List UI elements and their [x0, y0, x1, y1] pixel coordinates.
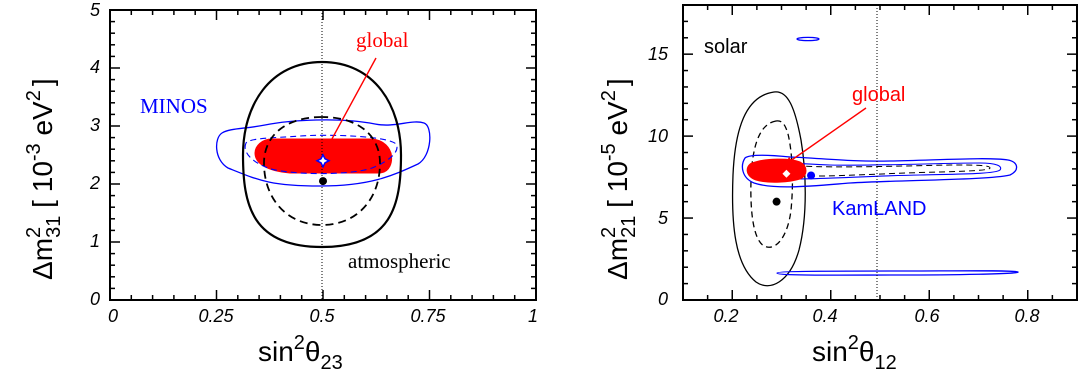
- right-x-tick-label: 0.6: [914, 306, 940, 326]
- left-y-tick-label: 1: [90, 231, 100, 251]
- global-best-fit-point: [782, 169, 791, 178]
- right-solar-outer: [731, 91, 806, 287]
- left-y-axis-label: Δm231 [ 10-3 eV2]: [23, 78, 65, 280]
- right-x-tick-label: 0.8: [1014, 306, 1039, 326]
- right-solar-inner: [750, 120, 794, 248]
- left-minos-label: MINOS: [140, 94, 208, 118]
- solar-best-fit-point: [772, 197, 781, 206]
- right-y-tick-label: 0: [658, 289, 668, 309]
- right-global-arrow: [785, 107, 867, 165]
- kamland-best-fit-point: [807, 171, 816, 180]
- right-y-tick-labels: 0 5 10 15: [648, 44, 669, 309]
- atmospheric-best-fit-point: [319, 177, 327, 186]
- right-panel: 0.2 0.4 0.6 0.8 0 5 10 15 solar global K…: [598, 4, 1078, 374]
- left-minos-inner: [244, 134, 398, 175]
- right-kamland-island-top: [796, 36, 820, 42]
- right-x-tick-label: 0.2: [713, 306, 738, 326]
- left-x-axis-label: sin2θ23: [258, 332, 343, 374]
- global-best-fit-point: [315, 153, 331, 169]
- right-x-tick-label: 0.4: [812, 306, 837, 326]
- left-global-arrowhead: [327, 139, 334, 150]
- right-kamland-island-bottom: [776, 270, 1019, 276]
- right-tick-marks: [682, 4, 1078, 301]
- left-y-tick-label: 2: [89, 173, 100, 193]
- right-x-tick-labels: 0.2 0.4 0.6 0.8: [713, 306, 1039, 326]
- right-global-label: global: [852, 84, 905, 106]
- right-best-fit-points: [772, 169, 816, 206]
- right-kamland-outer: [741, 154, 1018, 188]
- left-atmospheric-inner: [263, 116, 381, 226]
- left-x-tick-label: 0.5: [309, 306, 335, 326]
- left-x-tick-label: 1: [528, 306, 538, 326]
- left-x-tick-label: 0.25: [198, 306, 234, 326]
- left-x-tick-label: 0.75: [410, 306, 446, 326]
- left-y-tick-label: 5: [90, 0, 101, 20]
- left-global-label: global: [356, 28, 409, 52]
- left-y-tick-label: 3: [90, 115, 100, 135]
- right-solar-label: solar: [704, 36, 748, 58]
- right-global-region: [746, 158, 807, 183]
- right-kamland-label: KamLAND: [832, 198, 926, 220]
- right-y-tick-label: 5: [658, 208, 669, 228]
- right-y-tick-label: 15: [648, 44, 669, 64]
- left-panel: 0 0.25 0.5 0.75 1 0 1 2 3 4 5 global MIN…: [23, 0, 538, 374]
- left-global-arrow: [326, 57, 377, 149]
- left-y-tick-label: 4: [90, 57, 100, 77]
- right-y-axis-label: Δm221 [ 10-5 eV2]: [598, 78, 640, 280]
- left-best-fit-points: [315, 153, 331, 186]
- left-tick-marks: [109, 9, 537, 301]
- right-x-axis-label: sin2θ12: [812, 332, 897, 374]
- left-x-tick-label: 0: [108, 306, 118, 326]
- left-atmospheric-label: atmospheric: [348, 249, 451, 273]
- right-global-arrowhead: [784, 157, 794, 166]
- right-y-tick-label: 10: [648, 126, 668, 146]
- right-contours: [731, 5, 1019, 300]
- left-y-tick-labels: 0 1 2 3 4 5: [89, 0, 101, 309]
- left-x-tick-labels: 0 0.25 0.5 0.75 1: [108, 306, 538, 326]
- left-y-tick-label: 0: [90, 289, 100, 309]
